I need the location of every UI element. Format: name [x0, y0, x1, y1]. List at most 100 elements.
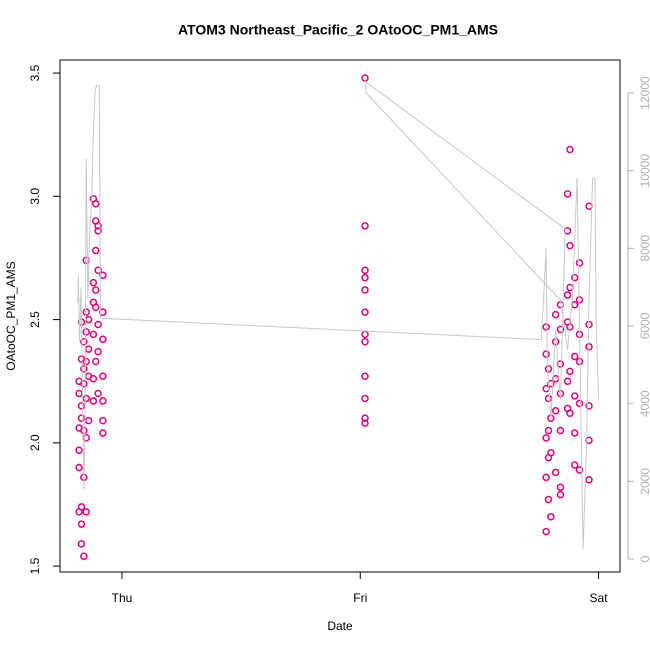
point: [585, 342, 593, 351]
x-axis-label: Date: [327, 619, 353, 633]
point: [570, 461, 579, 469]
point: [91, 303, 100, 311]
point: [75, 389, 83, 398]
point: [544, 394, 553, 403]
point: [542, 323, 550, 331]
point: [570, 273, 579, 282]
point: [566, 241, 574, 250]
point: [82, 308, 90, 316]
point: [361, 414, 369, 422]
point: [575, 357, 584, 366]
point: [361, 308, 369, 316]
point: [361, 286, 369, 294]
point: [575, 399, 584, 408]
point: [551, 468, 560, 477]
y2-tick-label: 12000: [638, 76, 650, 110]
point: [563, 377, 572, 385]
point: [544, 495, 553, 504]
x-tick-label: Fri: [353, 591, 367, 605]
point: [80, 426, 88, 435]
point: [91, 357, 100, 366]
point: [551, 310, 560, 319]
point: [361, 74, 369, 82]
y2-tick-label: 2000: [638, 468, 650, 495]
y-tick-label: 3.0: [28, 188, 42, 205]
y2-tick-label: 10000: [638, 154, 650, 188]
point: [361, 394, 369, 403]
point: [361, 266, 369, 275]
point: [94, 266, 102, 275]
point: [570, 429, 579, 437]
point: [566, 409, 574, 417]
point: [99, 308, 107, 316]
point: [94, 389, 102, 398]
y2-tick-label: 0: [638, 555, 650, 562]
point: [361, 330, 369, 339]
point: [94, 347, 102, 356]
point: [547, 448, 555, 457]
point: [99, 397, 107, 405]
point: [80, 365, 88, 373]
point: [89, 397, 98, 405]
point: [84, 315, 93, 324]
point: [547, 379, 555, 388]
point: [82, 328, 90, 336]
point: [566, 283, 574, 292]
y-tick-label: 1.5: [28, 557, 42, 574]
point: [556, 360, 565, 368]
point: [570, 301, 579, 309]
y-tick-label: 3.5: [28, 64, 42, 81]
point: [361, 419, 369, 427]
point: [89, 330, 98, 339]
y-tick-label: 2.0: [28, 434, 42, 451]
point: [77, 402, 86, 410]
point: [99, 416, 107, 425]
point: [77, 414, 86, 422]
point: [91, 199, 100, 208]
point: [75, 463, 83, 472]
point: [89, 374, 98, 383]
point: [84, 345, 93, 353]
point: [556, 490, 565, 499]
point: [570, 392, 579, 400]
point: [94, 320, 102, 329]
y2-tick-label: 6000: [638, 312, 650, 339]
point: [361, 222, 369, 230]
point: [80, 338, 88, 346]
point: [585, 476, 593, 484]
chart-title: ATOM3 Northeast_Pacific_2 OAtoOC_PM1_AMS: [178, 22, 498, 38]
point: [94, 222, 102, 230]
point: [563, 291, 572, 299]
point: [556, 426, 565, 435]
point: [91, 246, 100, 255]
point: [556, 483, 565, 491]
point: [551, 407, 560, 415]
y2-tick-label: 4000: [638, 390, 650, 417]
point: [575, 466, 584, 474]
point: [361, 372, 369, 381]
point: [566, 367, 574, 376]
y2-tick-label: 8000: [638, 235, 650, 262]
plot-frame: [59, 59, 621, 573]
point: [361, 338, 369, 346]
point: [77, 520, 86, 528]
point: [91, 286, 100, 294]
point: [94, 227, 102, 235]
point: [547, 513, 555, 521]
point: [542, 350, 550, 358]
point: [563, 227, 572, 235]
x-tick-label: Thu: [112, 591, 133, 605]
point: [570, 352, 579, 361]
point: [77, 540, 86, 548]
point: [542, 527, 550, 536]
point: [542, 473, 550, 482]
x-tick-label: Sat: [590, 591, 609, 605]
point: [99, 335, 107, 344]
point: [99, 429, 107, 437]
line: [77, 80, 600, 550]
point: [585, 202, 593, 210]
point: [82, 394, 90, 403]
point: [544, 365, 553, 373]
